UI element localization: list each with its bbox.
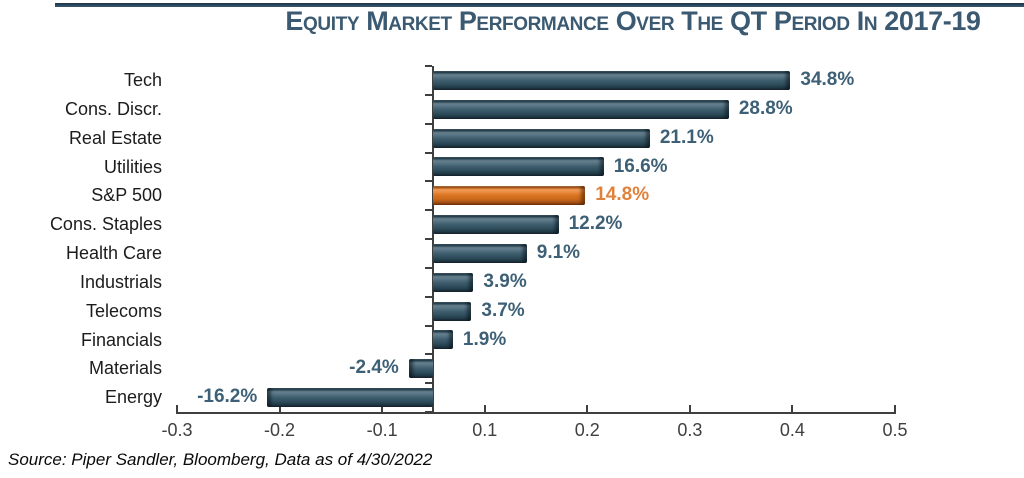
- x-axis-tick: [278, 405, 281, 412]
- category-axis-tick: [425, 324, 433, 327]
- x-axis-tick-label: 0.1: [472, 420, 498, 440]
- category-label-industrials: Industrials: [79, 271, 162, 292]
- category-axis-tick: [425, 209, 433, 212]
- bar-cons-staples: [433, 215, 559, 235]
- x-axis-tick-label: 0.5: [882, 420, 908, 440]
- value-label-health-care: 9.1%: [536, 242, 581, 263]
- category-label-s-p-500: S&P 500: [91, 185, 162, 206]
- value-label-cons-discr: 28.8%: [738, 97, 793, 119]
- category-label-telecoms: Telecoms: [85, 300, 162, 321]
- category-axis-tick: [425, 382, 433, 385]
- bar-financials: [433, 330, 453, 350]
- bar-real-estate: [433, 128, 650, 148]
- value-label-tech: 34.8%: [800, 69, 855, 90]
- category-label-utilities: Utilities: [103, 156, 162, 177]
- value-label-financials: 1.9%: [462, 328, 507, 350]
- bar-s-p-500: [433, 186, 586, 206]
- category-label-cons-staples: Cons. Staples: [49, 214, 162, 235]
- category-axis-tick: [425, 266, 433, 269]
- category-label-energy: Energy: [104, 387, 162, 408]
- bar-energy: [267, 388, 434, 408]
- bar-telecoms: [433, 301, 472, 321]
- category-label-health-care: Health Care: [65, 243, 162, 263]
- category-axis-tick: [425, 180, 433, 183]
- x-axis-tick: [381, 405, 384, 412]
- category-axis-tick: [425, 353, 433, 356]
- category-axis-tick: [425, 295, 433, 298]
- x-axis-tick-label: 0.2: [574, 420, 600, 440]
- bar-tech: [433, 70, 791, 90]
- x-axis-tick: [688, 405, 691, 412]
- x-axis-tick-label: -0.2: [264, 420, 296, 440]
- category-axis-tick: [425, 93, 433, 96]
- top-border-rule: [55, 3, 1024, 7]
- category-axis-tick: [425, 411, 433, 413]
- zero-axis-line: [432, 66, 435, 414]
- source-note: Source: Piper Sandler, Bloomberg, Data a…: [8, 450, 433, 469]
- bar-cons-discr: [433, 99, 729, 119]
- bar-utilities: [433, 157, 604, 177]
- bar-industrials: [433, 272, 474, 292]
- value-label-telecoms: 3.7%: [481, 299, 525, 321]
- category-axis-tick: [425, 238, 433, 240]
- bar-materials: [408, 359, 434, 379]
- x-axis-tick-label: -0.1: [366, 420, 398, 440]
- chart-title: Equity Market Performance Over The QT Pe…: [285, 6, 981, 36]
- x-axis-tick: [483, 405, 486, 412]
- x-axis-tick: [791, 405, 794, 412]
- category-axis-tick: [425, 151, 433, 154]
- value-label-utilities: 16.6%: [613, 155, 668, 177]
- x-axis-tick-label: 0.3: [677, 420, 703, 440]
- x-axis-tick: [176, 405, 178, 412]
- value-label-materials: -2.4%: [349, 357, 399, 379]
- bar-health-care: [433, 243, 527, 263]
- x-axis-tick: [894, 405, 896, 412]
- x-axis-tick: [586, 405, 589, 412]
- category-label-cons-discr: Cons. Discr.: [64, 98, 162, 119]
- x-axis-line: [176, 412, 896, 414]
- category-axis-tick: [425, 65, 433, 67]
- category-label-real-estate: Real Estate: [68, 127, 162, 148]
- value-label-energy: -16.2%: [197, 386, 258, 408]
- x-axis-tick-label: 0.4: [779, 420, 805, 440]
- x-axis-tick-label: -0.3: [161, 420, 193, 440]
- category-axis-tick: [425, 122, 433, 125]
- value-label-industrials: 3.9%: [483, 270, 527, 292]
- value-label-real-estate: 21.1%: [659, 126, 714, 148]
- value-label-s-p-500: 14.8%: [595, 184, 650, 206]
- category-label-financials: Financials: [80, 329, 162, 350]
- category-label-tech: Tech: [123, 70, 162, 90]
- category-label-materials: Materials: [88, 358, 162, 379]
- value-label-cons-staples: 12.2%: [568, 213, 623, 235]
